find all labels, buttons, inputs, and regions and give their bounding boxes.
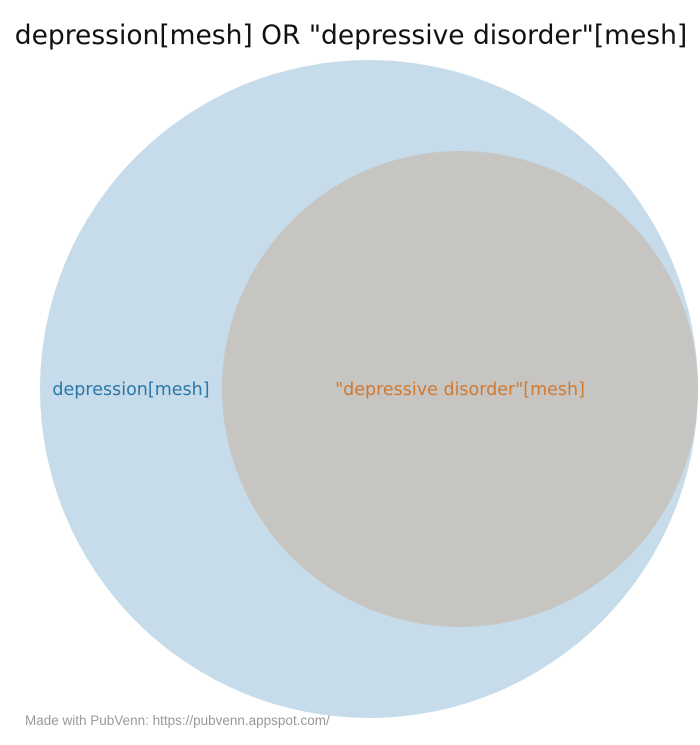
footer-credit: Made with PubVenn: https://pubvenn.appsp… [25,713,330,728]
set-label-depression: depression[mesh] [52,380,209,400]
set-circle-depressive-disorder [222,151,698,627]
diagram-title: depression[mesh] OR "depressive disorder… [15,20,687,51]
set-label-depressive-disorder: "depressive disorder"[mesh] [335,380,585,400]
